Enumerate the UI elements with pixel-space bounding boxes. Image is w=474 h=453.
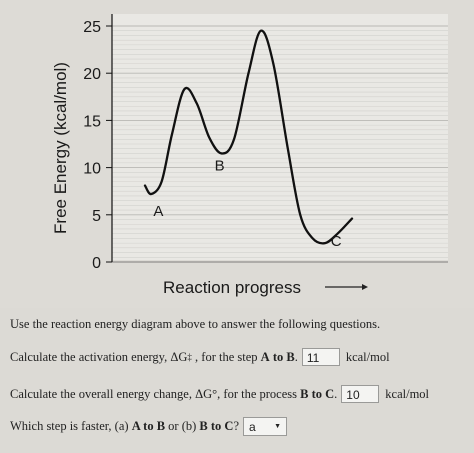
y-tick-label: 10 (83, 161, 101, 178)
y-tick-label: 0 (92, 255, 101, 272)
question-2: Calculate the overall energy change, ΔG°… (10, 385, 430, 403)
chevron-down-icon: ▼ (274, 423, 281, 430)
intro-text: Use the reaction energy diagram above to… (10, 317, 381, 331)
overall-energy-input[interactable]: 10 (341, 385, 380, 403)
x-axis-label: Reaction progress (163, 278, 301, 297)
energy-diagram: 0 5 10 15 20 25 Free Energy (kcal/mol) Reacti… (51, 14, 448, 297)
questions-panel: Use the reaction energy diagram above to… (0, 308, 474, 453)
y-tick-label: 25 (83, 19, 101, 36)
question-3: Which step is faster, (a) A to B or (b) … (10, 417, 287, 436)
y-tick-label: 15 (83, 113, 101, 130)
grid-lines (112, 25, 448, 263)
state-label-c: C (331, 233, 342, 250)
energy-curve (143, 29, 354, 245)
question-1: Calculate the activation energy, ΔG ‡ , … (10, 348, 390, 366)
y-tick-label: 5 (92, 208, 101, 225)
y-axis-label: Free Energy (kcal/mol) (51, 62, 70, 234)
faster-step-select[interactable]: a ▼ (243, 417, 287, 436)
x-axis-arrow (325, 284, 368, 290)
activation-energy-input[interactable]: 11 (301, 348, 340, 366)
state-label-a: A (153, 203, 163, 220)
plot-area (112, 14, 448, 260)
state-label-b: B (215, 157, 225, 174)
y-tick-label: 20 (83, 66, 101, 83)
